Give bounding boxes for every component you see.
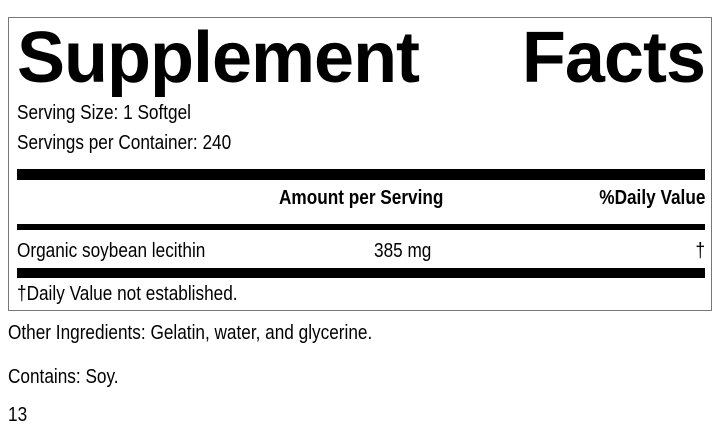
title-word-1: Supplement bbox=[17, 18, 420, 98]
other-ingredients: Other Ingredients: Gelatin, water, and g… bbox=[8, 322, 373, 344]
footnote: †Daily Value not established. bbox=[17, 283, 238, 305]
allergen-statement: Contains: Soy. bbox=[8, 366, 119, 388]
ingredient-name: Organic soybean lecithin bbox=[17, 240, 206, 262]
supplement-facts-panel: Supplement Facts Serving Size: 1 Softgel… bbox=[8, 17, 712, 311]
title-word-2: Facts bbox=[521, 18, 706, 98]
panel-title: Supplement Facts bbox=[17, 18, 706, 98]
ingredient-dv: † bbox=[695, 240, 705, 262]
divider-thick bbox=[17, 268, 705, 278]
divider-thick bbox=[17, 169, 705, 180]
serving-size: Serving Size: 1 Softgel bbox=[17, 102, 192, 124]
header-amount: Amount per Serving bbox=[279, 187, 444, 209]
servings-per-container: Servings per Container: 240 bbox=[17, 132, 232, 154]
header-daily-value: %Daily Value bbox=[598, 187, 705, 209]
product-code: 13 bbox=[8, 404, 28, 426]
divider-medium bbox=[17, 224, 705, 230]
ingredient-amount: 385 mg bbox=[374, 240, 432, 262]
